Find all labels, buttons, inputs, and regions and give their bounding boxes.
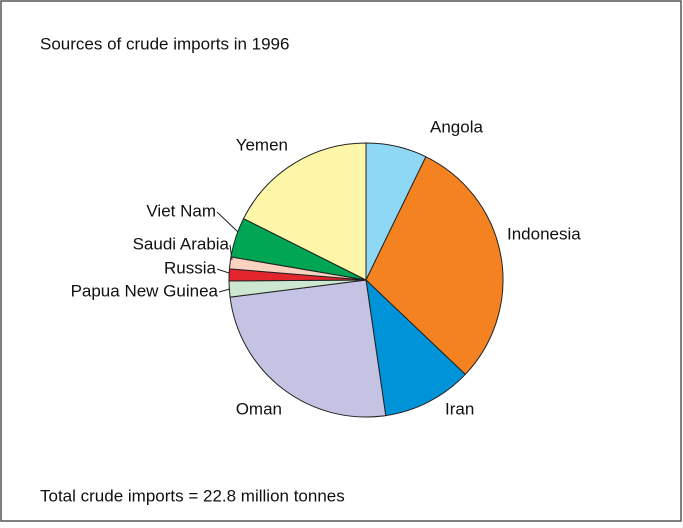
pie-slice (365, 278, 466, 417)
slice-label: Russia (164, 258, 217, 277)
slice-label: Indonesia (507, 224, 581, 243)
slice-label: Angola (430, 117, 483, 136)
slice-label: Oman (236, 399, 282, 418)
chart-title: Sources of crude imports in 1996 (40, 34, 289, 53)
slice-label: Papua New Guinea (71, 281, 219, 300)
pie-slice (242, 142, 367, 281)
pie-slice (365, 156, 504, 376)
leader-line (216, 211, 239, 233)
pie-slice (229, 279, 387, 418)
slice-label: Iran (445, 399, 474, 418)
slice-label: Saudi Arabia (133, 234, 230, 253)
leader-line (229, 244, 233, 261)
leader-line (216, 268, 230, 274)
chart-note: Total crude imports = 22.8 million tonne… (40, 486, 345, 505)
slice-label: Yemen (236, 135, 288, 154)
leader-line (218, 288, 231, 293)
slice-label: Viet Nam (146, 201, 216, 220)
